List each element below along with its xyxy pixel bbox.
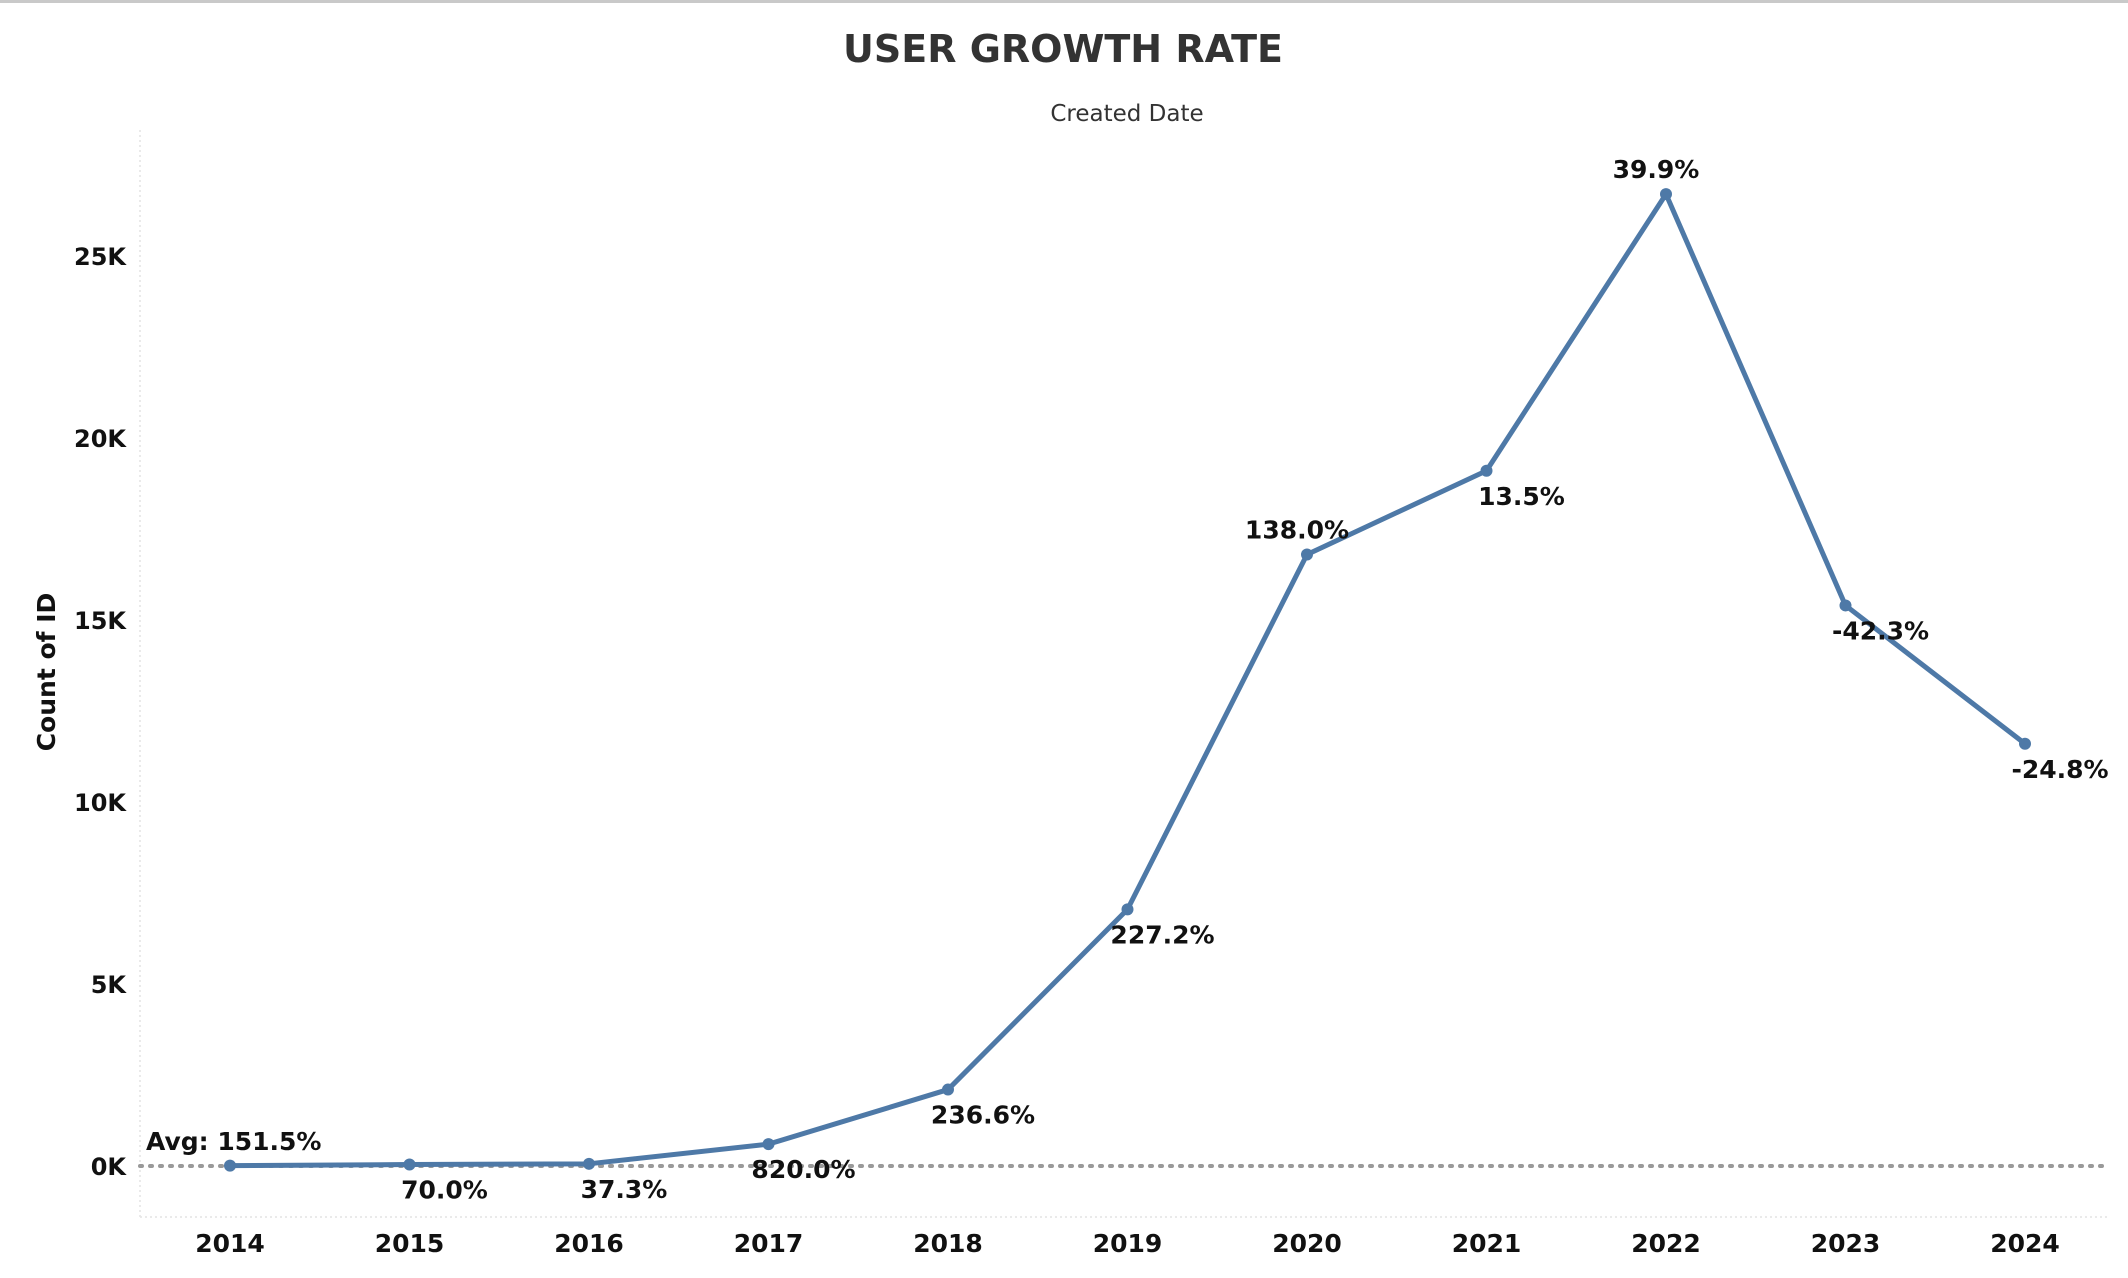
- data-point-2017[interactable]: [762, 1138, 775, 1151]
- x-tick-label: 2022: [1631, 1229, 1701, 1258]
- chart-subtitle: Created Date: [1050, 101, 1203, 127]
- data-point-2015[interactable]: [403, 1158, 416, 1171]
- data-point-2024[interactable]: [2019, 737, 2031, 750]
- data-label-2019: 227.2%: [1110, 920, 1214, 949]
- data-label-2023: -42.3%: [1832, 616, 1929, 645]
- y-tick-label: 25K: [74, 243, 127, 271]
- data-point-2014[interactable]: [224, 1159, 236, 1172]
- data-label-2017: 820.0%: [751, 1155, 855, 1184]
- series-line[interactable]: [227, 191, 2028, 1169]
- data-point-2016[interactable]: [583, 1157, 595, 1170]
- data-point-2023[interactable]: [1839, 599, 1852, 612]
- top-border: [0, 0, 2128, 3]
- data-label-2024: -24.8%: [2011, 755, 2108, 784]
- data-label-2018: 236.6%: [931, 1101, 1035, 1130]
- x-tick-label: 2016: [554, 1229, 624, 1258]
- series-user-count[interactable]: [224, 188, 2031, 1172]
- y-axis-ticks: 0K 5K 10K 15K 20K 25K: [74, 243, 127, 1181]
- chart-title: USER GROWTH RATE: [843, 27, 1283, 71]
- axes: [139, 130, 2110, 1218]
- x-tick-label: 2023: [1811, 1229, 1881, 1258]
- y-axis-label: Count of ID: [32, 593, 61, 752]
- data-label-2022: 39.9%: [1613, 155, 1700, 184]
- y-tick-label: 0K: [91, 1153, 128, 1181]
- x-tick-label: 2019: [1093, 1229, 1163, 1258]
- data-point-2022[interactable]: [1660, 188, 1672, 201]
- data-label-2015: 70.0%: [401, 1176, 488, 1205]
- y-tick-label: 20K: [74, 425, 127, 453]
- data-point-2019[interactable]: [1121, 903, 1134, 916]
- data-point-2020[interactable]: [1301, 548, 1313, 561]
- x-tick-label: 2017: [734, 1229, 804, 1258]
- y-tick-label: 15K: [74, 607, 127, 635]
- y-tick-label: 5K: [91, 971, 128, 999]
- data-label-2021: 13.5%: [1478, 482, 1565, 511]
- data-label-2016: 37.3%: [581, 1175, 668, 1204]
- x-axis-ticks: 2014 2015 2016 2017 2018 2019 2020 2021 2022 2023…: [195, 1229, 2060, 1258]
- x-tick-label: 2024: [1990, 1229, 2060, 1258]
- x-tick-label: 2018: [913, 1229, 983, 1258]
- data-point-2018[interactable]: [942, 1083, 954, 1096]
- avg-reference-label: Avg: 151.5%: [146, 1127, 321, 1156]
- x-tick-label: 2014: [195, 1229, 265, 1258]
- x-tick-label: 2021: [1452, 1229, 1522, 1258]
- y-tick-label: 10K: [74, 789, 127, 817]
- data-point-2021[interactable]: [1480, 464, 1493, 477]
- data-labels: 70.0% 37.3% 820.0% 236.6% 227.2% 138.0% 13.5% 3…: [401, 155, 2108, 1204]
- data-label-2020: 138.0%: [1245, 515, 1349, 544]
- x-tick-label: 2020: [1272, 1229, 1342, 1258]
- average-reference-line: Avg: 151.5%: [138, 1127, 2112, 1168]
- x-tick-label: 2015: [375, 1229, 445, 1258]
